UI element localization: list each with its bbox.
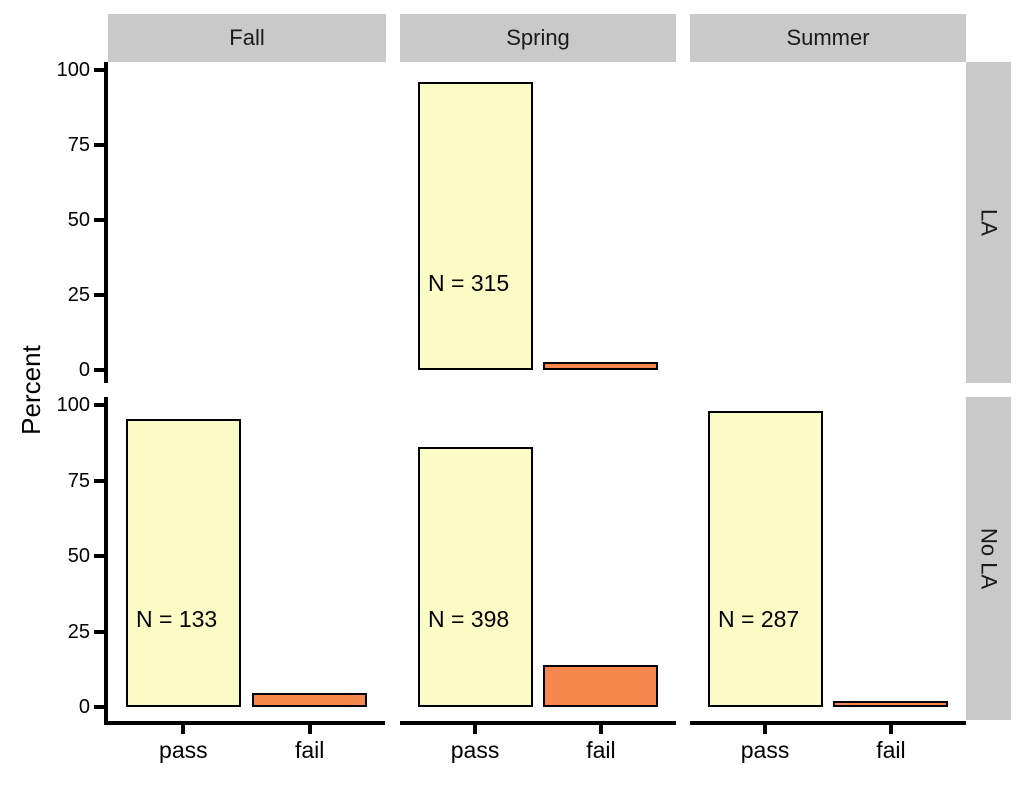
facet-column-header-spring: Spring xyxy=(400,14,676,62)
y-axis-tick-label: 75 xyxy=(67,469,90,492)
y-axis-line xyxy=(104,62,108,383)
bar-count-label: N = 287 xyxy=(718,606,800,632)
facet-row-header-la: LA xyxy=(966,62,1011,383)
x-axis-tick xyxy=(888,725,893,734)
y-axis-tick-label: 25 xyxy=(67,284,90,306)
bar-pass-spring-no-la xyxy=(418,447,533,707)
y-axis-tick xyxy=(94,68,104,72)
x-axis-tick-label: pass xyxy=(740,737,790,763)
y-axis-tick xyxy=(94,293,104,297)
y-axis-tick xyxy=(94,705,104,709)
x-axis-tick xyxy=(598,725,603,734)
y-axis-line xyxy=(104,397,108,725)
facet-row-header-no-la: No LA xyxy=(966,397,1011,720)
y-axis-tick-label: 75 xyxy=(67,134,90,156)
bar-fail-fall-no-la xyxy=(252,693,367,707)
bar-count-label: N = 315 xyxy=(428,270,510,296)
y-axis-tick xyxy=(94,403,104,407)
y-axis-tick xyxy=(94,368,104,372)
x-axis-tick-label: fail xyxy=(876,737,906,763)
bar-pass-fall-no-la xyxy=(126,419,241,707)
bar-fail-spring-no-la xyxy=(543,665,658,707)
bar-pass-summer-no-la xyxy=(708,411,823,707)
y-axis-tick-label: 0 xyxy=(78,696,90,718)
y-axis-tick xyxy=(94,478,104,483)
y-axis-tick xyxy=(94,554,104,558)
x-axis-tick xyxy=(473,725,478,734)
x-axis-line xyxy=(400,721,676,725)
y-axis-tick-label: 25 xyxy=(67,620,90,643)
y-axis-tick xyxy=(94,218,104,222)
facet-column-header-summer: Summer xyxy=(690,14,966,62)
bar-fail-spring-la xyxy=(543,362,658,370)
y-axis-tick-label: 50 xyxy=(67,545,90,567)
x-axis-line xyxy=(104,721,385,725)
x-axis-tick-label: pass xyxy=(450,737,500,763)
y-axis-tick-label: 100 xyxy=(56,394,90,416)
bar-pass-spring-la xyxy=(418,82,533,370)
bar-fail-summer-no-la xyxy=(833,701,948,707)
bar-count-label: N = 398 xyxy=(428,606,510,632)
x-axis-tick-label: pass xyxy=(159,737,208,763)
y-axis-tick xyxy=(94,143,104,147)
y-axis-tick xyxy=(94,629,104,634)
x-axis-tick xyxy=(763,725,768,734)
y-axis-tick-label: 50 xyxy=(67,209,90,231)
bar-count-label: N = 133 xyxy=(136,606,218,632)
y-axis-tick-label: 0 xyxy=(78,359,90,381)
y-axis-tick-label: 100 xyxy=(56,59,90,81)
x-axis-tick-label: fail xyxy=(586,737,616,763)
x-axis-line xyxy=(690,721,966,725)
x-axis-tick xyxy=(307,725,312,734)
x-axis-tick xyxy=(181,725,186,734)
x-axis-tick-label: fail xyxy=(294,737,325,763)
y-axis-title: Percent xyxy=(16,345,46,435)
facet-column-header-fall: Fall xyxy=(108,14,386,62)
